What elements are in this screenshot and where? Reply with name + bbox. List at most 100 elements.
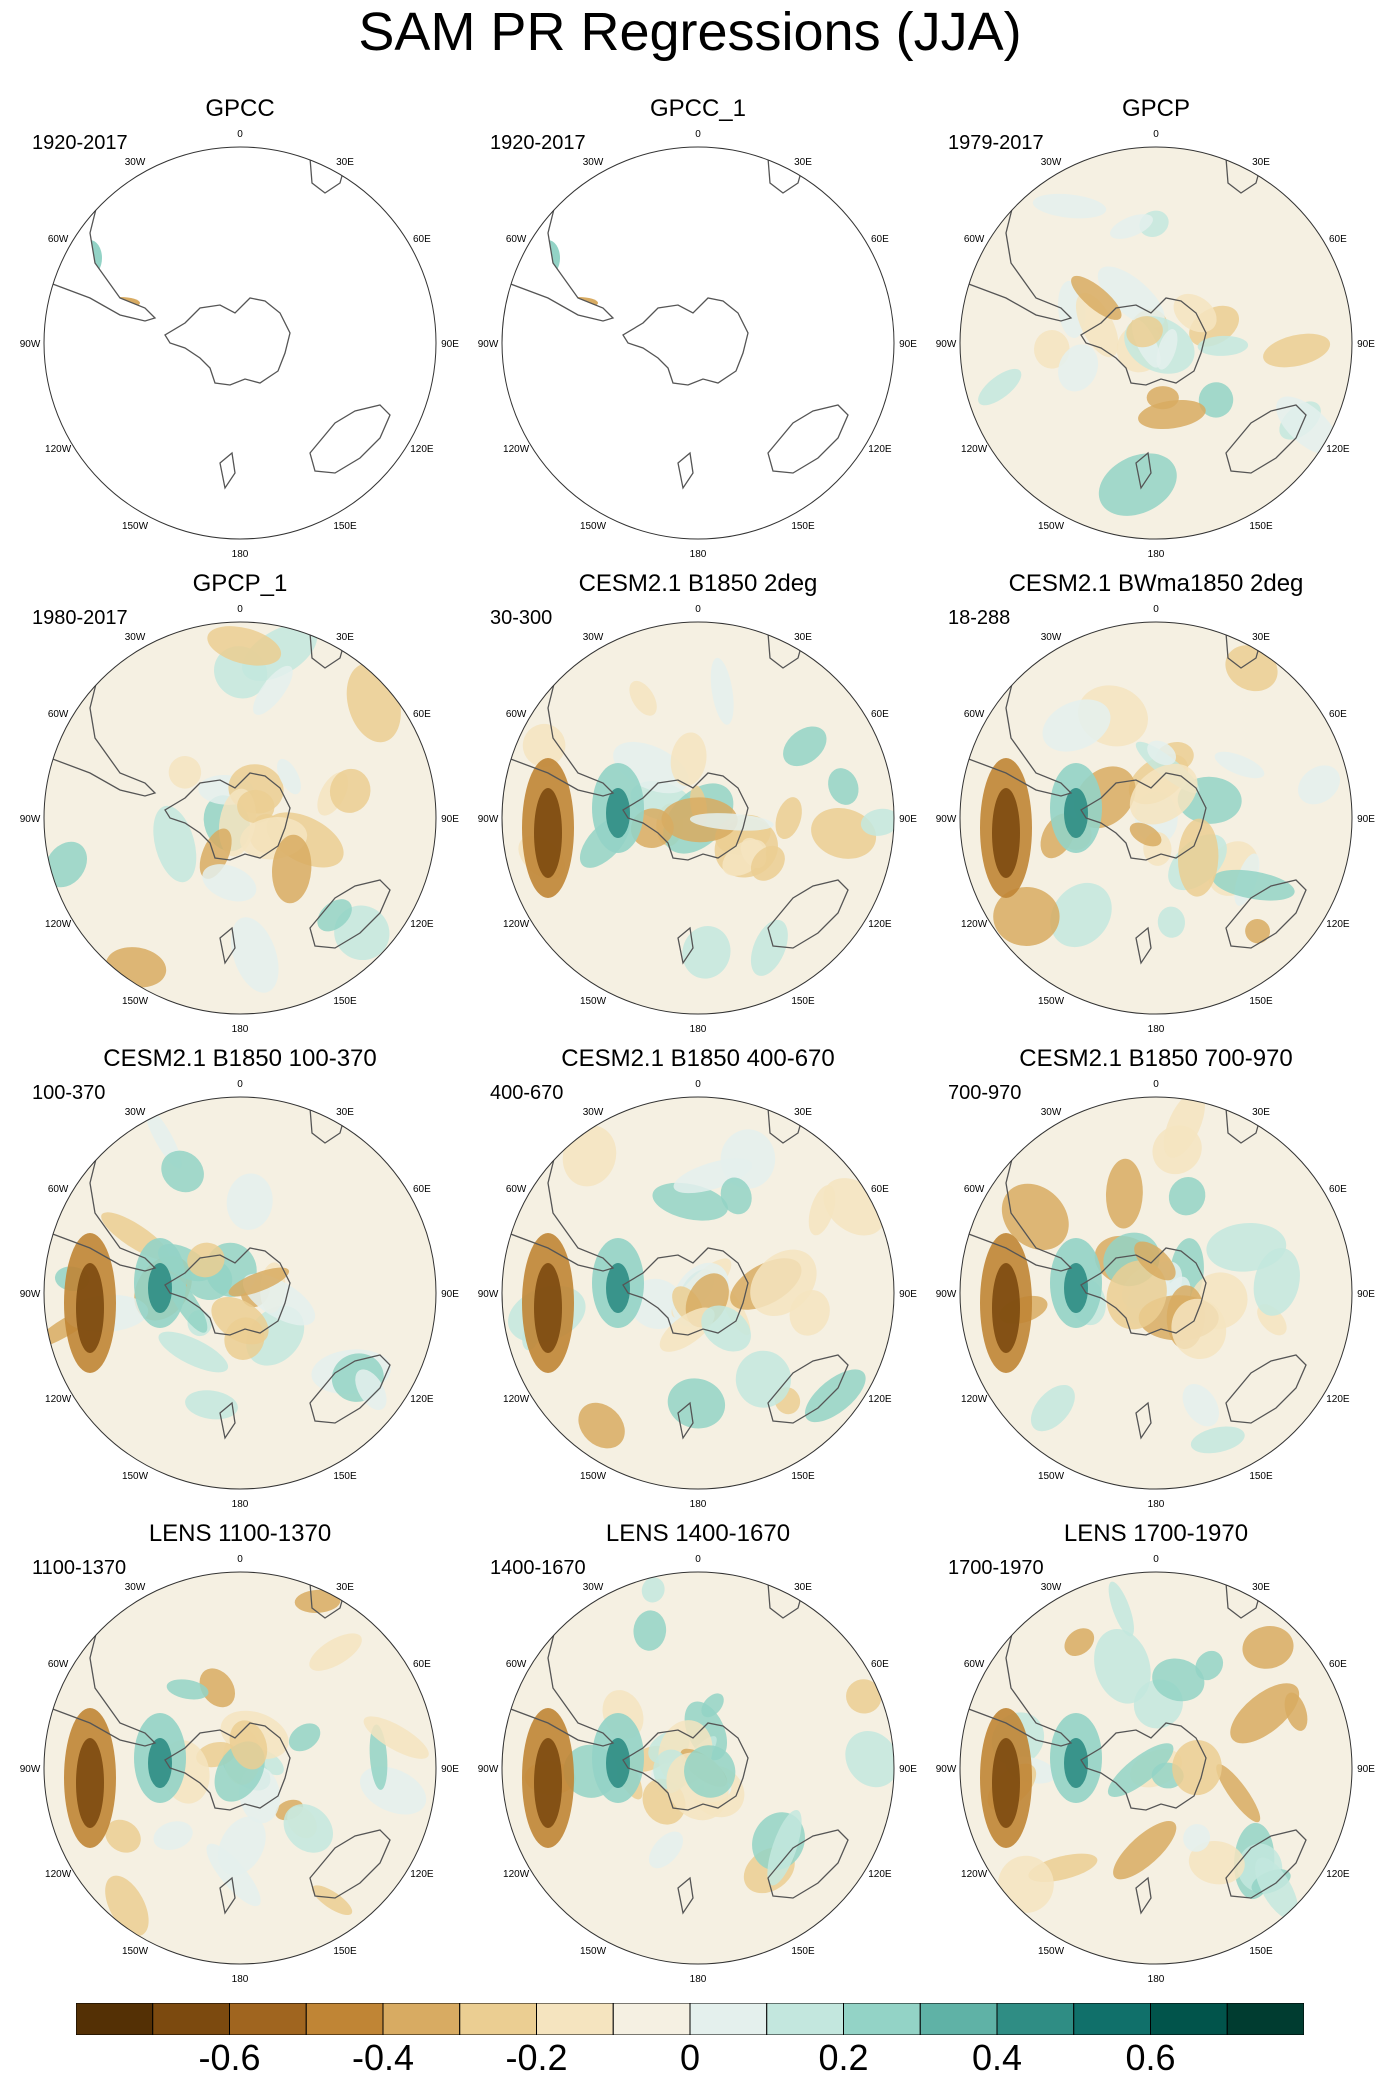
longitude-label: 120W <box>961 919 988 930</box>
panel-period: 1700-1970 <box>948 1557 1044 1579</box>
longitude-label: 60W <box>964 709 985 720</box>
colorbar-swatch <box>229 2003 307 2035</box>
longitude-label: 60E <box>1329 1184 1347 1195</box>
longitude-label: 90W <box>20 1764 41 1775</box>
longitude-label: 150E <box>791 521 815 532</box>
panel-title: GPCC_1 <box>649 95 747 122</box>
longitude-label: 30W <box>1041 157 1062 168</box>
longitude-label: 120E <box>1326 1394 1350 1405</box>
longitude-label: 180 <box>690 1024 707 1035</box>
longitude-label: 0 <box>1153 1079 1159 1090</box>
colorbar-swatch <box>612 2003 691 2035</box>
longitude-label: 90E <box>441 1764 459 1775</box>
longitude-label: 150E <box>333 1946 357 1957</box>
longitude-label: 30W <box>1041 1107 1062 1118</box>
colorbar-swatch <box>382 2003 461 2035</box>
colorbar-tick-label: -0.6 <box>198 2037 261 2078</box>
longitude-label: 30W <box>1041 1582 1062 1593</box>
longitude-label: 30E <box>336 1107 354 1118</box>
longitude-label: 180 <box>1148 1024 1165 1035</box>
longitude-label: 60E <box>871 1184 889 1195</box>
colorbar-tick-label: -0.4 <box>351 2037 415 2078</box>
map-panel: LENS 1100-1370 0 30E 60E 90E 120E 150E 180 150W 1… <box>20 1520 460 1990</box>
longitude-label: 150W <box>122 996 149 1007</box>
longitude-label: 60E <box>871 709 889 720</box>
longitude-label: 0 <box>1153 604 1159 615</box>
longitude-label: 90E <box>441 1289 459 1300</box>
panel-period: 400-670 <box>490 1082 564 1104</box>
colorbar-swatch <box>996 2003 1075 2035</box>
longitude-label: 0 <box>237 1554 243 1565</box>
longitude-label: 120W <box>503 919 530 930</box>
longitude-label: 60E <box>413 1184 431 1195</box>
longitude-label: 120E <box>868 1869 892 1880</box>
longitude-label: 30E <box>1252 632 1270 643</box>
longitude-label: 60E <box>871 1659 889 1670</box>
longitude-label: 90E <box>441 339 459 350</box>
longitude-label: 90W <box>936 339 957 350</box>
longitude-label: 150W <box>1038 521 1065 532</box>
longitude-label: 120W <box>961 1394 988 1405</box>
longitude-label: 60W <box>964 1659 985 1670</box>
longitude-label: 30W <box>583 157 604 168</box>
colorbar-swatch <box>305 2003 384 2035</box>
figure-title: SAM PR Regressions (JJA) <box>358 2 1022 62</box>
longitude-label: 150W <box>580 521 607 532</box>
longitude-label: 30E <box>336 632 354 643</box>
longitude-label: 150E <box>1249 996 1273 1007</box>
longitude-label: 180 <box>232 549 249 560</box>
map-panel: LENS 1400-1670 0 30E 60E 90E 120E 150E 180 150W 1… <box>478 1520 918 1990</box>
polar-map: 0 30E 60E 90E 120E 150E 180 150W 120W 90W 60W 30W <box>20 604 459 1035</box>
longitude-label: 90W <box>936 1764 957 1775</box>
longitude-label: 30W <box>125 1582 146 1593</box>
longitude-label: 60E <box>1329 234 1347 245</box>
map-panel: GPCP 0 30E 60E 90E 120E 150E 180 150W 120W 90W 60W 3… <box>936 95 1376 565</box>
map-panel: CESM2.1 B1850 100-370 0 30E 60E 90E 120E 150E 1… <box>20 1045 460 1515</box>
longitude-label: 60W <box>506 1659 527 1670</box>
longitude-label: 60W <box>48 234 69 245</box>
polar-map: 0 30E 60E 90E 120E 150E 180 150W 120W 90W 60W 30W <box>20 1079 459 1510</box>
longitude-label: 60W <box>964 1184 985 1195</box>
polar-map: 0 30E 60E 90E 120E 150E 180 150W 120W 90W 60W 30W <box>478 1079 917 1510</box>
panel-title: CESM2.1 B1850 700-970 <box>1019 1045 1293 1072</box>
longitude-label: 120W <box>45 1394 72 1405</box>
longitude-label: 0 <box>695 1554 701 1565</box>
longitude-label: 90W <box>478 814 499 825</box>
panel-period: 1979-2017 <box>948 132 1044 154</box>
longitude-label: 150E <box>791 1946 815 1957</box>
colorbar-swatch <box>459 2003 537 2035</box>
longitude-label: 150W <box>122 521 149 532</box>
panel-period: 700-970 <box>948 1082 1022 1104</box>
longitude-label: 120E <box>410 919 434 930</box>
longitude-label: 90W <box>478 1289 499 1300</box>
panel-period: 100-370 <box>32 1082 106 1104</box>
panel-title: GPCP <box>1121 95 1190 122</box>
colorbar-swatch <box>536 2003 614 2035</box>
longitude-label: 120E <box>410 444 434 455</box>
longitude-label: 150E <box>791 1471 815 1482</box>
colorbar-tick-label: 0.2 <box>818 2037 869 2078</box>
map-panel: LENS 1700-1970 0 30E 60E 90E 120E 150E 180 150W 1… <box>936 1520 1376 1990</box>
longitude-label: 60W <box>506 1184 527 1195</box>
longitude-label: 150E <box>1249 521 1273 532</box>
polar-map: 0 30E 60E 90E 120E 150E 180 150W 120W 90W 60W 30W <box>20 129 459 560</box>
longitude-label: 120W <box>503 1869 530 1880</box>
longitude-label: 120E <box>1326 919 1350 930</box>
longitude-label: 150W <box>122 1471 149 1482</box>
polar-map: 0 30E 60E 90E 120E 150E 180 150W 120W 90W 60W 30W <box>478 604 917 1035</box>
longitude-label: 150W <box>580 1946 607 1957</box>
panel-period: 1100-1370 <box>32 1557 127 1579</box>
colorbar-swatch <box>843 2003 921 2035</box>
longitude-label: 120E <box>868 1394 892 1405</box>
map-panel: GPCP_1 0 30E 60E 90E 120E 150E 180 150W 120W 90W 60… <box>20 570 460 1040</box>
longitude-label: 60W <box>48 1659 69 1670</box>
map-panel: CESM2.1 BWma1850 2deg 0 30E 60E 90E 120E 150E 1… <box>936 570 1376 1040</box>
panel-period: 18-288 <box>948 607 1011 629</box>
longitude-label: 90W <box>936 814 957 825</box>
longitude-label: 150W <box>1038 1471 1065 1482</box>
panel-title: GPCC <box>205 95 275 122</box>
longitude-label: 120W <box>45 919 72 930</box>
longitude-label: 60E <box>413 1659 431 1670</box>
longitude-label: 30E <box>336 1582 354 1593</box>
panel-title: LENS 1400-1670 <box>605 1520 791 1547</box>
